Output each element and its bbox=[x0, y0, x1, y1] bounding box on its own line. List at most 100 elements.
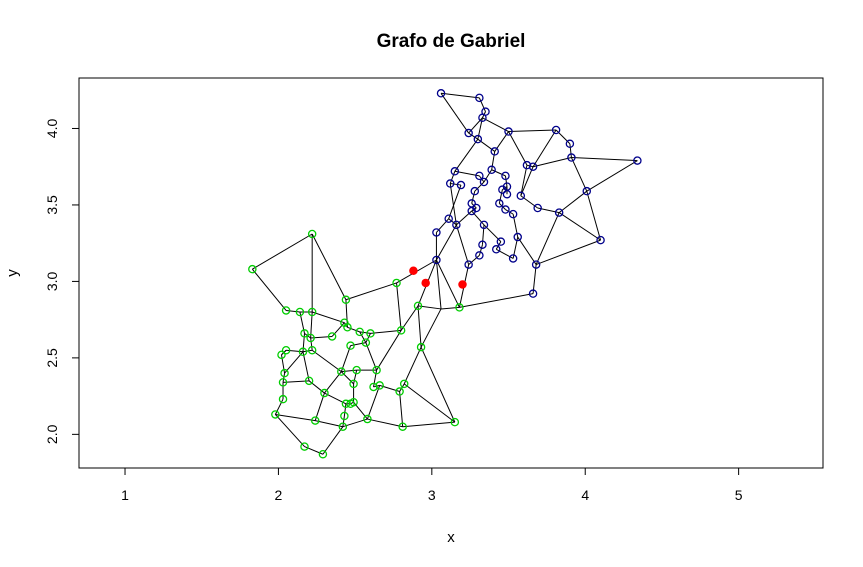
data-point bbox=[281, 345, 291, 355]
graph-edge bbox=[366, 385, 381, 420]
data-point bbox=[464, 128, 473, 138]
graph-edge bbox=[532, 264, 537, 294]
graph-edge bbox=[569, 143, 572, 158]
data-point bbox=[508, 209, 518, 219]
data-point bbox=[341, 399, 351, 409]
graph-edge bbox=[282, 380, 310, 383]
graph-edge bbox=[448, 218, 457, 226]
graph-edge bbox=[282, 373, 286, 383]
data-point bbox=[369, 382, 378, 392]
graph-edge bbox=[315, 420, 343, 428]
highlight-point bbox=[458, 280, 467, 289]
chart-title: Grafo de Gabriel bbox=[377, 31, 526, 52]
data-point bbox=[501, 171, 510, 181]
data-point bbox=[565, 139, 575, 149]
data-point bbox=[352, 365, 361, 375]
graph-edge bbox=[365, 333, 371, 343]
data-point bbox=[375, 381, 384, 390]
data-point bbox=[278, 378, 288, 387]
graph-edge bbox=[517, 236, 537, 265]
graph-edge bbox=[302, 349, 313, 353]
graph-edge bbox=[535, 212, 560, 265]
graph-edge bbox=[505, 209, 514, 215]
x-tick-label: 4 bbox=[581, 487, 589, 503]
data-point bbox=[413, 301, 423, 311]
graph-edge bbox=[496, 248, 514, 259]
y-tick-label: 2.5 bbox=[44, 348, 60, 368]
graph-edge bbox=[435, 259, 442, 309]
data-point bbox=[320, 388, 329, 398]
graph-edge bbox=[532, 129, 557, 167]
x-tick-label: 2 bbox=[275, 487, 283, 503]
data-point bbox=[479, 177, 489, 187]
data-point bbox=[498, 185, 507, 194]
data-point bbox=[372, 365, 381, 375]
graph-edge bbox=[274, 398, 284, 415]
data-point bbox=[432, 228, 441, 237]
graph-edge bbox=[322, 426, 344, 455]
data-point bbox=[490, 147, 499, 156]
data-point bbox=[596, 235, 605, 245]
data-point bbox=[551, 125, 561, 135]
y-tick-label: 3.0 bbox=[44, 271, 60, 291]
data-point bbox=[467, 206, 476, 216]
data-point bbox=[533, 203, 542, 213]
graph-edge bbox=[491, 169, 506, 177]
graph-edge bbox=[440, 92, 480, 99]
graph-edge bbox=[435, 259, 460, 308]
data-point bbox=[528, 162, 538, 171]
graph-edges bbox=[251, 92, 638, 455]
graph-edge bbox=[275, 413, 316, 422]
graph-edge bbox=[455, 224, 470, 265]
data-point bbox=[280, 368, 289, 378]
data-point bbox=[495, 199, 504, 208]
graph-edge bbox=[454, 138, 479, 172]
graph-edge bbox=[403, 346, 422, 385]
graph-edge bbox=[302, 351, 310, 381]
data-point bbox=[295, 307, 305, 317]
data-point bbox=[337, 367, 346, 376]
data-point bbox=[470, 186, 480, 196]
graph-edge bbox=[308, 380, 325, 394]
graph-edge bbox=[353, 370, 358, 384]
x-tick-label: 3 bbox=[428, 487, 436, 503]
graph-edge bbox=[495, 241, 502, 250]
graph-edge bbox=[570, 157, 588, 192]
graph-edge bbox=[343, 403, 347, 417]
data-point bbox=[307, 307, 317, 317]
data-point bbox=[248, 264, 257, 274]
data-point bbox=[346, 341, 355, 350]
graph-edge bbox=[312, 311, 345, 324]
graph-edge bbox=[520, 166, 534, 196]
graph-edge bbox=[252, 233, 313, 270]
data-point bbox=[338, 422, 348, 431]
data-point bbox=[349, 397, 358, 407]
graph-edge bbox=[284, 351, 304, 374]
graph-edge bbox=[471, 207, 477, 212]
graph-edge bbox=[331, 322, 345, 337]
graph-edge bbox=[399, 383, 405, 392]
graph-edge bbox=[373, 370, 378, 388]
graph-edge bbox=[359, 331, 367, 343]
data-point bbox=[341, 295, 351, 305]
graph-edge bbox=[370, 329, 402, 334]
data-point bbox=[554, 208, 564, 217]
graph-edge bbox=[345, 299, 348, 328]
data-point bbox=[478, 240, 487, 249]
data-point bbox=[304, 376, 314, 386]
data-point bbox=[298, 347, 308, 357]
graph-edge bbox=[310, 337, 313, 351]
graph-edge bbox=[571, 157, 638, 162]
data-point bbox=[396, 326, 406, 335]
graph-edge bbox=[310, 311, 313, 339]
data-point bbox=[516, 191, 526, 201]
graph-edge bbox=[350, 342, 366, 347]
graph-edge bbox=[504, 175, 508, 187]
data-point bbox=[327, 332, 337, 341]
y-tick-label: 3.5 bbox=[44, 195, 60, 215]
graph-edge bbox=[558, 212, 601, 241]
data-point bbox=[528, 289, 538, 298]
data-point bbox=[277, 350, 286, 360]
data-point bbox=[307, 229, 317, 239]
graph-edge bbox=[502, 186, 508, 191]
